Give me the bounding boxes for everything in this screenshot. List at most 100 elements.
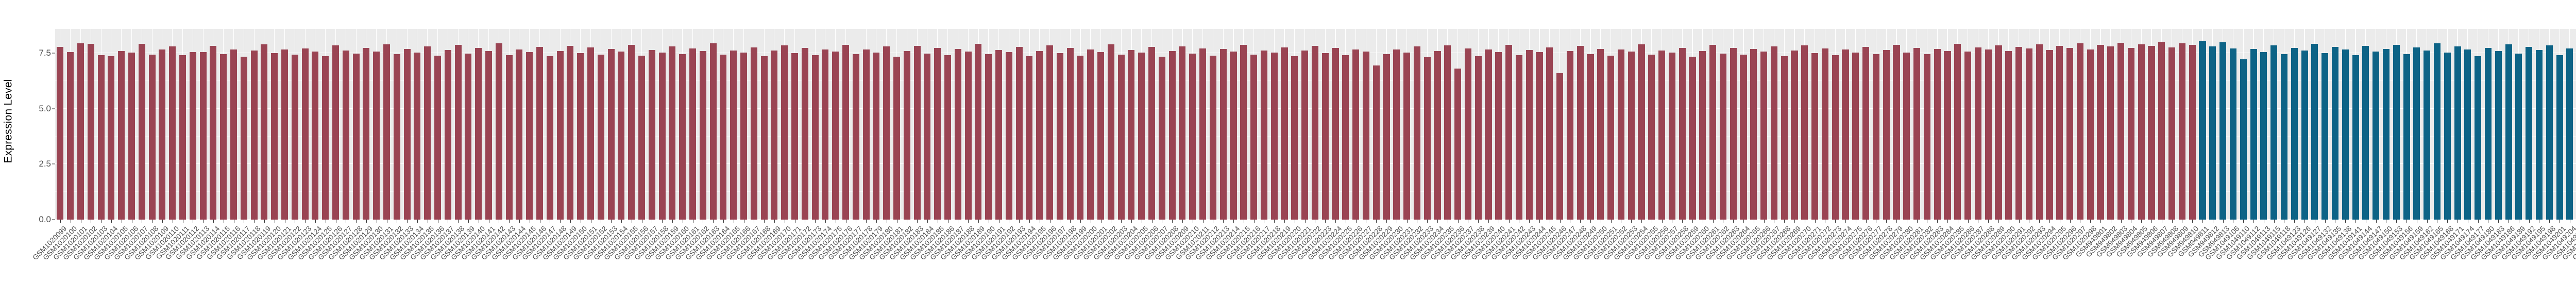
bar[interactable]	[403, 48, 411, 220]
bar[interactable]	[1434, 51, 1441, 220]
bar[interactable]	[1036, 51, 1043, 220]
bar[interactable]	[1179, 46, 1186, 220]
bar[interactable]	[169, 46, 176, 220]
bar[interactable]	[1230, 52, 1237, 220]
bar[interactable]	[1087, 49, 1094, 220]
bar[interactable]	[393, 54, 400, 220]
bar[interactable]	[87, 44, 94, 220]
bar[interactable]	[1403, 53, 1411, 220]
bar[interactable]	[2444, 53, 2451, 220]
bar[interactable]	[750, 47, 757, 220]
bar[interactable]	[883, 46, 890, 220]
bar[interactable]	[291, 54, 298, 220]
bar[interactable]	[1597, 48, 1604, 220]
bar[interactable]	[1730, 48, 1737, 220]
bar[interactable]	[1638, 44, 1645, 220]
bar[interactable]	[2454, 46, 2461, 220]
bar[interactable]	[1066, 48, 1074, 220]
bar[interactable]	[1015, 47, 1023, 220]
bar[interactable]	[2362, 46, 2369, 220]
bar[interactable]	[2127, 48, 2134, 220]
bar[interactable]	[1148, 46, 1156, 220]
bar[interactable]	[1077, 55, 1084, 220]
bar[interactable]	[240, 56, 247, 220]
bar[interactable]	[148, 55, 156, 220]
bar[interactable]	[587, 47, 595, 220]
bar[interactable]	[2189, 44, 2196, 220]
bar[interactable]	[1485, 49, 1492, 220]
bar[interactable]	[924, 53, 931, 220]
bar[interactable]	[1801, 45, 1808, 220]
bar[interactable]	[1464, 48, 1471, 220]
bar[interactable]	[1454, 69, 1462, 220]
bar[interactable]	[1648, 55, 1655, 220]
bar[interactable]	[1117, 55, 1125, 220]
bar[interactable]	[2433, 43, 2441, 220]
bar[interactable]	[2240, 59, 2247, 220]
bar[interactable]	[230, 49, 238, 220]
bar[interactable]	[138, 43, 145, 220]
bar[interactable]	[628, 44, 635, 220]
bar[interactable]	[342, 50, 349, 220]
bar[interactable]	[332, 45, 340, 220]
bar[interactable]	[465, 54, 472, 220]
bar[interactable]	[995, 50, 1003, 220]
bar[interactable]	[1138, 53, 1145, 220]
bar[interactable]	[1791, 50, 1798, 220]
bar[interactable]	[1679, 47, 1686, 220]
bar[interactable]	[1332, 48, 1339, 220]
bar[interactable]	[740, 52, 748, 220]
bar[interactable]	[2301, 50, 2308, 220]
bar[interactable]	[1495, 52, 1502, 220]
bar[interactable]	[505, 55, 513, 220]
bar[interactable]	[934, 47, 941, 220]
bar[interactable]	[159, 49, 166, 220]
bar[interactable]	[424, 46, 431, 220]
bar[interactable]	[2535, 49, 2543, 220]
bar[interactable]	[108, 56, 115, 220]
bar[interactable]	[832, 52, 839, 220]
bar[interactable]	[2464, 49, 2471, 220]
bar[interactable]	[1026, 56, 1033, 220]
bar[interactable]	[771, 51, 778, 220]
bar[interactable]	[1974, 47, 1981, 220]
bar[interactable]	[2270, 45, 2278, 220]
bar[interactable]	[2321, 53, 2329, 220]
bar[interactable]	[2087, 49, 2094, 220]
bar[interactable]	[2393, 44, 2400, 220]
bar[interactable]	[954, 48, 961, 220]
bar[interactable]	[607, 49, 615, 220]
bar[interactable]	[1505, 44, 1513, 220]
bar[interactable]	[1628, 51, 1635, 220]
bar[interactable]	[1393, 49, 1400, 220]
bar[interactable]	[2076, 43, 2083, 220]
bar[interactable]	[2556, 55, 2563, 220]
bar[interactable]	[2138, 44, 2145, 220]
bar[interactable]	[1954, 43, 1961, 220]
bar[interactable]	[210, 46, 217, 220]
bar[interactable]	[1515, 55, 1522, 220]
bar[interactable]	[658, 53, 666, 220]
bar[interactable]	[1658, 51, 1666, 220]
bar[interactable]	[2260, 52, 2267, 220]
bar[interactable]	[2066, 47, 2074, 220]
bar[interactable]	[1699, 51, 1706, 220]
bar[interactable]	[1168, 51, 1176, 220]
bar[interactable]	[1526, 50, 1533, 220]
bar[interactable]	[801, 48, 808, 220]
bar[interactable]	[1056, 53, 1063, 220]
bar[interactable]	[1219, 49, 1227, 220]
bar[interactable]	[2566, 48, 2573, 220]
bar[interactable]	[781, 45, 788, 220]
bar[interactable]	[2372, 51, 2380, 220]
bar[interactable]	[383, 44, 391, 220]
bar[interactable]	[2546, 45, 2553, 220]
bar[interactable]	[2036, 44, 2043, 220]
bar[interactable]	[536, 46, 544, 220]
bar[interactable]	[1199, 48, 1207, 220]
bar[interactable]	[1107, 44, 1114, 220]
bar[interactable]	[1781, 56, 1788, 220]
bar[interactable]	[526, 52, 533, 220]
bar[interactable]	[2117, 42, 2125, 220]
bar[interactable]	[2280, 54, 2287, 220]
